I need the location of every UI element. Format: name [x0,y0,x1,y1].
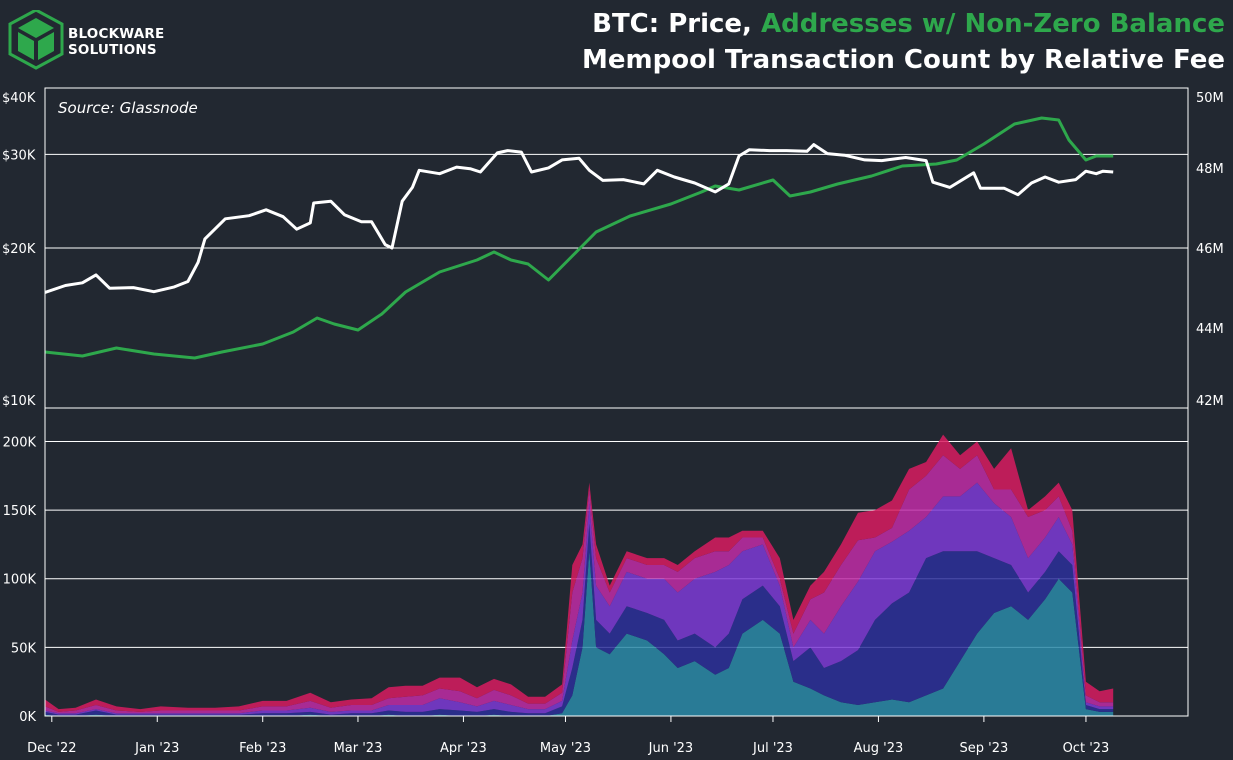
addresses-line [44,116,1114,360]
x-tick-label: Jun '23 [648,741,694,756]
title-line1: BTC: Price, Addresses w/ Non-Zero Balanc… [582,6,1225,42]
x-tick-label: Sep '23 [960,741,1009,756]
y-bottom-tick-label: 150K [3,504,37,519]
mempool-area-2 [45,482,1114,715]
x-tick-label: Mar '23 [334,741,383,756]
y-left-tick-label: $20K [2,242,36,257]
x-tick-label: Oct '23 [1063,741,1110,756]
y-right-tick-label: 44M [1196,322,1224,337]
price-line [44,143,1114,294]
mempool-area-1 [45,523,1114,716]
axis-ticks: $10K $20K $30K $40K 42M 44M 46M 48M 50M 0K 50K 100K… [2,91,1224,756]
y-left-tick-label: $30K [2,148,36,163]
plot-frame [44,87,1189,717]
title-addresses: Addresses w/ Non-Zero Balance [760,9,1225,39]
y-bottom-tick-label: 100K [3,573,37,588]
x-tick-label: Apr '23 [440,741,487,756]
top-panel-gridlines [45,153,1188,249]
y-right-tick-label: 48M [1196,162,1224,177]
y-right-tick-label: 46M [1196,242,1224,257]
price-address-lines [44,116,1114,360]
title-price: BTC: Price, [592,9,761,39]
chart-title: BTC: Price, Addresses w/ Non-Zero Balanc… [582,6,1225,78]
x-tick-label: Feb '23 [239,741,286,756]
y-left-tick-label: $10K [2,394,36,409]
mempool-area-4 [45,434,1114,712]
brand-name-line2: SOLUTIONS [68,42,157,58]
x-tick-label: Dec '22 [27,741,76,756]
logo-mark [8,10,64,70]
y-bottom-tick-label: 200K [3,435,37,450]
x-tick-label: May '23 [540,741,591,756]
y-right-tick-label: 50M [1196,91,1224,106]
mempool-area-series [45,434,1114,716]
brand-name-line1: BLOCKWARE [68,26,165,42]
y-left-tick-label: $40K [2,91,36,106]
x-tick-label: Jul '23 [752,741,793,756]
mempool-area-3 [45,455,1114,714]
plot-border [44,87,1189,717]
mempool-area-0 [45,551,1114,716]
brand-name: BLOCKWARE SOLUTIONS [68,26,164,58]
x-tick-label: Jan '23 [134,741,179,756]
x-tick-label: Aug '23 [854,741,904,756]
y-bottom-tick-label: 0K [19,710,36,725]
y-bottom-tick-label: 50K [11,641,37,656]
source-label: Source: Glassnode [58,99,198,117]
blockware-logo [8,10,64,70]
title-line2: Mempool Transaction Count by Relative Fe… [582,45,1225,75]
y-right-tick-label: 42M [1196,394,1224,409]
